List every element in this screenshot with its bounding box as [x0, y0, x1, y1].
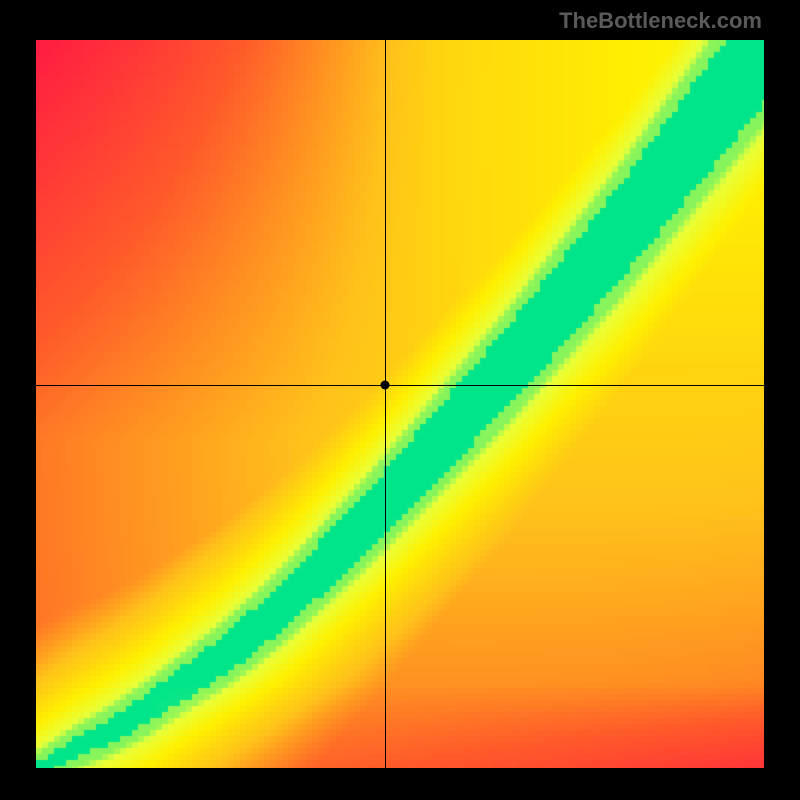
crosshair-horizontal	[36, 385, 764, 386]
attribution-text: TheBottleneck.com	[559, 8, 762, 34]
plot-area	[36, 40, 764, 768]
heatmap-canvas	[36, 40, 764, 768]
crosshair-marker-dot	[381, 381, 390, 390]
crosshair-vertical	[385, 40, 386, 768]
chart-container: TheBottleneck.com	[0, 0, 800, 800]
